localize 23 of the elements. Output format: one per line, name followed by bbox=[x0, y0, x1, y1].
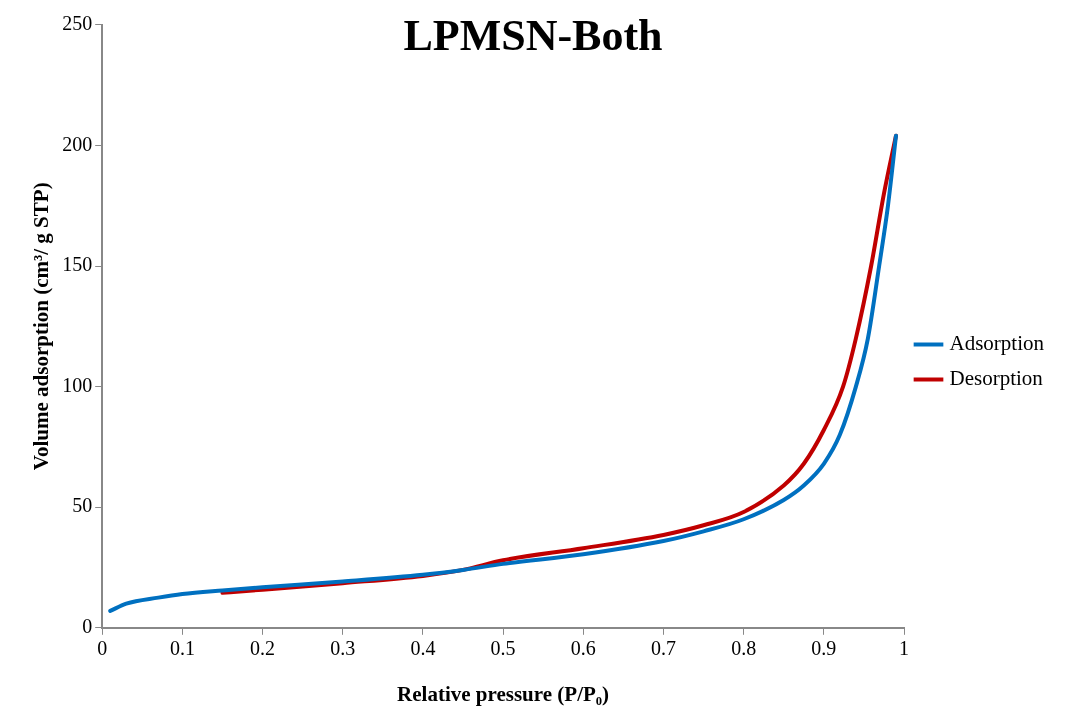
y-tick-label: 150 bbox=[62, 253, 93, 276]
y-tick-label: 250 bbox=[62, 12, 93, 35]
y-axis-title: Volume adsorption (cm³/ g STP) bbox=[29, 182, 54, 471]
x-tick-label: 0.2 bbox=[250, 637, 276, 660]
x-tick-label: 0.7 bbox=[650, 637, 676, 660]
x-tick-label: 0.4 bbox=[410, 637, 436, 660]
y-tick-label: 50 bbox=[72, 494, 93, 517]
legend-label: Desorption bbox=[949, 366, 1044, 391]
x-tick-label: 1 bbox=[899, 637, 909, 660]
x-tick-label: 0 bbox=[97, 637, 108, 660]
y-tick-label: 200 bbox=[62, 132, 93, 155]
x-tick-label: 0.9 bbox=[811, 637, 837, 660]
x-tick-label: 0.3 bbox=[330, 637, 356, 660]
x-tick-label: 0.1 bbox=[169, 637, 195, 660]
x-tick-label: 0.6 bbox=[570, 637, 596, 660]
legend-label: Adsorption bbox=[949, 331, 1045, 356]
x-tick-label: 0.5 bbox=[490, 637, 516, 660]
line-series bbox=[108, 133, 898, 613]
x-tick-label: 0.8 bbox=[731, 637, 757, 660]
y-tick-label: 0 bbox=[82, 615, 93, 638]
x-axis-title: Relative pressure (P/P₀) bbox=[397, 681, 610, 706]
chart-title: LPMSN-Both bbox=[403, 10, 663, 60]
y-tick-label: 100 bbox=[62, 373, 93, 396]
